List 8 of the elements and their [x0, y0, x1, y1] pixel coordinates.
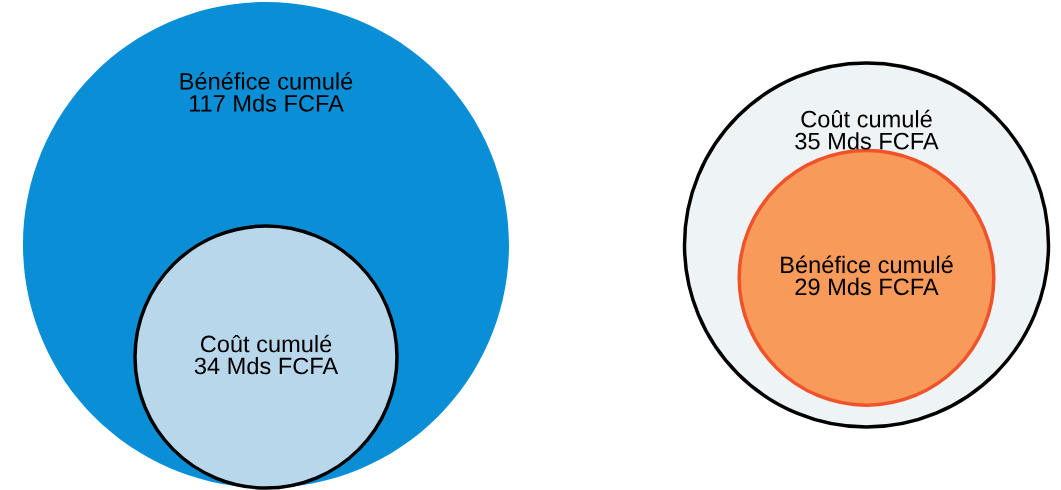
- category-label: Bénéfice cumulé: [180, 72, 353, 90]
- data-label: 34 Mds FCFA: [194, 357, 339, 375]
- category-label: Coût cumulé: [801, 109, 932, 128]
- category-label: Bénéfice cumulé: [781, 255, 953, 274]
- data-label: 35 Mds FCFA: [795, 132, 939, 150]
- data-label: 117 Mds FCFA: [189, 94, 344, 112]
- data-label: 29 Mds FCFA: [795, 277, 939, 296]
- category-label: Coût cumulé: [200, 334, 332, 353]
